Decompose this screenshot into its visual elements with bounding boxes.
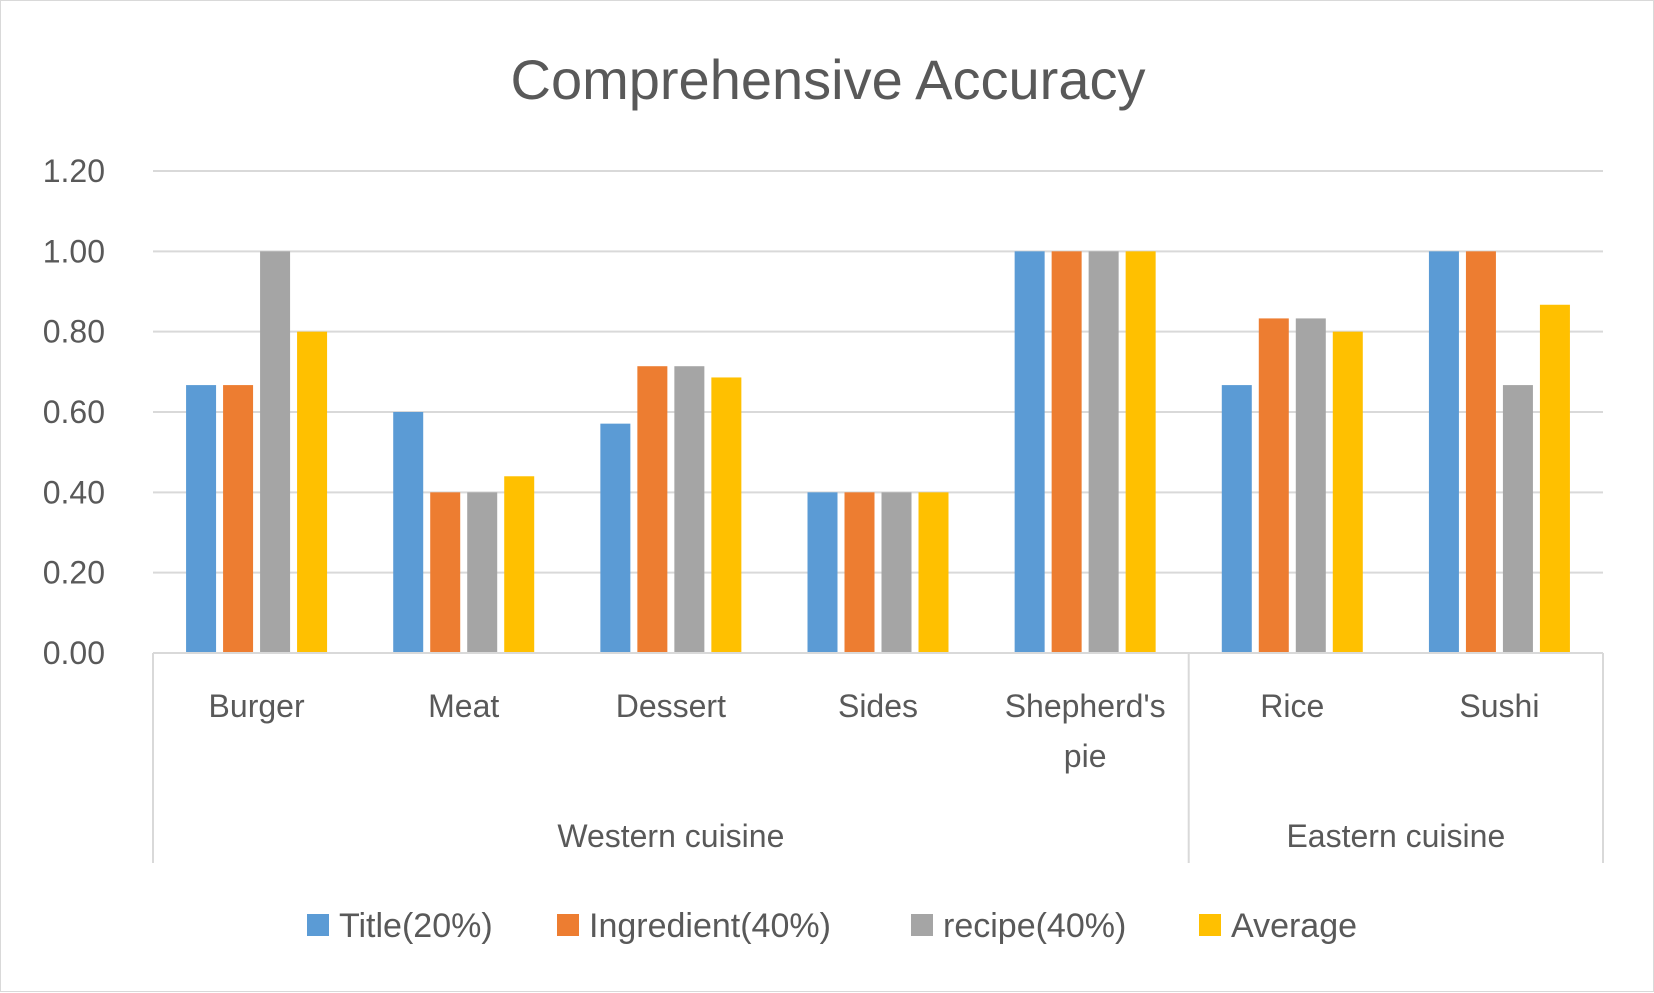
category-label: Meat — [428, 688, 499, 724]
y-tick-label: 1.00 — [43, 233, 105, 269]
group-label: Eastern cuisine — [1286, 818, 1505, 854]
bar — [297, 331, 328, 653]
group-labels: Western cuisine Eastern cuisine — [557, 818, 1505, 854]
bar — [504, 476, 535, 653]
bar — [637, 366, 668, 653]
category-label: Shepherd's pie — [1005, 688, 1166, 774]
bar — [881, 492, 912, 653]
bar — [1088, 251, 1119, 654]
y-tick-label: 0.80 — [43, 314, 105, 350]
bar — [1465, 251, 1496, 654]
y-tick-label: 0.00 — [43, 635, 105, 671]
category-label: Sushi — [1459, 688, 1539, 724]
x-axis — [152, 652, 1604, 863]
bar — [186, 385, 217, 653]
legend-label: Ingredient(40%) — [589, 907, 831, 945]
chart-title: Comprehensive Accuracy — [511, 48, 1146, 111]
category-label: Dessert — [616, 688, 726, 724]
bar — [467, 492, 498, 653]
group-label: Western cuisine — [557, 818, 784, 854]
bar — [807, 492, 838, 653]
bar — [1125, 251, 1156, 654]
bar — [1051, 251, 1082, 654]
bar — [223, 385, 254, 653]
legend-label: Title(20%) — [339, 907, 493, 945]
y-tick-label: 0.20 — [43, 555, 105, 591]
bar — [393, 412, 424, 653]
bars — [186, 251, 1570, 654]
y-tick-label: 0.40 — [43, 474, 105, 510]
bar — [1221, 385, 1252, 653]
category-label: Sides — [838, 688, 918, 724]
bar — [1428, 251, 1459, 654]
bar — [600, 423, 631, 653]
legend-swatch — [557, 914, 579, 936]
legend-label: recipe(40%) — [943, 907, 1126, 945]
y-tick-label: 1.20 — [43, 153, 105, 189]
bar — [844, 492, 875, 653]
y-axis-ticks: 0.00 0.20 0.40 0.60 0.80 1.00 1.20 — [43, 153, 105, 671]
bar — [918, 492, 949, 653]
legend-swatch — [1199, 914, 1221, 936]
y-tick-label: 0.60 — [43, 394, 105, 430]
bar — [1258, 318, 1289, 653]
bar — [1014, 251, 1045, 654]
bar — [674, 366, 705, 653]
bar — [260, 251, 291, 654]
legend-label: Average — [1231, 907, 1357, 945]
bar — [711, 377, 742, 653]
legend: Title(20%) Ingredient(40%) recipe(40%) Aver… — [307, 907, 1357, 945]
category-labels: Burger Meat Dessert Sides Shepherd's pie Rice S… — [209, 688, 1540, 774]
bar — [1502, 385, 1533, 653]
category-label: Burger — [209, 688, 305, 724]
gridlines — [153, 170, 1603, 574]
bar — [1332, 331, 1363, 653]
legend-swatch — [911, 914, 933, 936]
bar — [430, 492, 461, 653]
bar — [1295, 318, 1326, 653]
category-label: Rice — [1260, 688, 1324, 724]
legend-swatch — [307, 914, 329, 936]
bar — [1539, 304, 1570, 653]
